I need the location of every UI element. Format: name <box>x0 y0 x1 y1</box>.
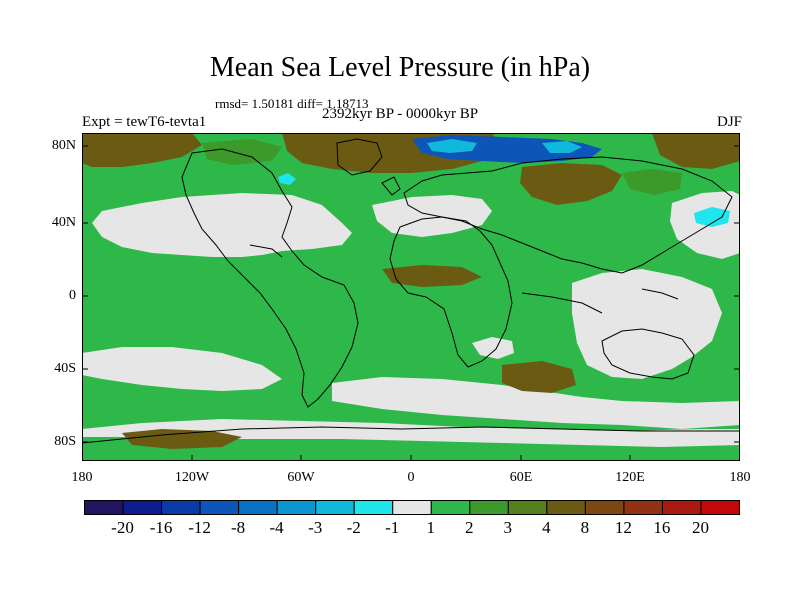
experiment-label: Expt = tewT6-tevta1 <box>82 114 207 130</box>
colorbar-box <box>661 500 702 515</box>
colorbar-label: -1 <box>385 518 400 537</box>
colorbar-label: 1 <box>426 518 436 537</box>
colorbar-label: 16 <box>653 518 671 537</box>
colorbar-box <box>700 500 740 515</box>
colorbar-label: 2 <box>465 518 474 537</box>
colorbar <box>84 500 740 515</box>
pressure-map <box>82 133 740 461</box>
rmsd-diff-stats: rmsd= 1.50181 diff= 1.18713 <box>215 96 369 111</box>
x-label-180-left: 180 <box>71 470 93 485</box>
colorbar-label: -2 <box>346 518 361 537</box>
colorbar-label: -20 <box>111 518 134 537</box>
x-label-60e: 60E <box>509 470 533 485</box>
dark-green-anomaly <box>202 139 682 195</box>
x-label-120w: 120W <box>174 470 210 485</box>
colorbar-label: -8 <box>231 518 246 537</box>
colorbar-label: 20 <box>692 518 709 537</box>
x-label-180-right: 180 <box>729 470 751 485</box>
colorbar-box <box>238 500 278 515</box>
colorbar-label: -3 <box>308 518 323 537</box>
colorbar-label: 8 <box>580 518 590 537</box>
y-label-80s: 80S <box>54 434 76 449</box>
coastlines <box>82 138 740 444</box>
x-label-60w: 60W <box>287 470 315 485</box>
colorbar-box <box>315 500 355 515</box>
colorbar-box <box>353 500 394 515</box>
x-label-120e: 120E <box>615 470 645 485</box>
blue-negative-anomaly <box>278 135 730 227</box>
x-label-0: 0 <box>407 470 415 485</box>
colorbar-box <box>507 500 548 515</box>
colorbar-box <box>623 500 663 515</box>
brown-positive-anomaly <box>82 133 740 449</box>
colorbar-box <box>430 500 471 515</box>
colorbar-label: -16 <box>149 518 173 537</box>
colorbar-label: 4 <box>542 518 551 537</box>
colorbar-box <box>122 500 163 515</box>
map-border <box>82 133 740 461</box>
colorbar-box <box>469 500 509 515</box>
map-title: Mean Sea Level Pressure (in hPa) <box>209 52 591 83</box>
colorbar-label: -4 <box>269 518 284 537</box>
colorbar-box <box>84 500 124 515</box>
colorbar-box <box>392 500 432 515</box>
colorbar-box <box>584 500 625 515</box>
colorbar-box <box>546 500 586 515</box>
y-label-40s: 40S <box>54 361 76 376</box>
colorbar-box <box>276 500 317 515</box>
season-label: DJF <box>716 114 742 130</box>
y-label-0: 0 <box>69 288 76 303</box>
y-label-80n: 80N <box>51 138 76 153</box>
light-gray-regions <box>82 191 740 447</box>
period-label: 2392kyr BP - 0000kyr BP <box>321 106 479 122</box>
y-label-40n: 40N <box>51 215 76 230</box>
colorbar-box <box>199 500 240 515</box>
colorbar-label: 3 <box>503 518 513 537</box>
colorbar-label: -12 <box>188 518 211 537</box>
colorbar-box <box>161 500 201 515</box>
colorbar-label: 12 <box>614 518 632 537</box>
